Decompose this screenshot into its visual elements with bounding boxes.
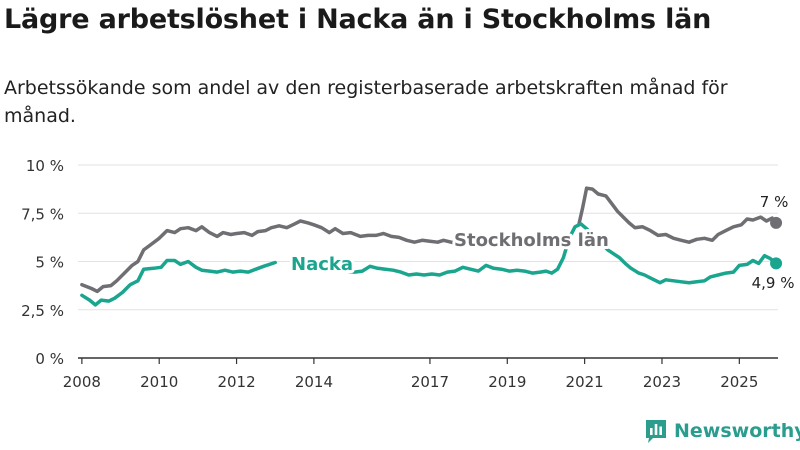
x-tick-label: 2010: [140, 373, 178, 391]
x-tick-label: 2021: [566, 373, 604, 391]
x-tick-label: 2012: [217, 373, 255, 391]
x-tick-label: 2025: [720, 373, 758, 391]
x-tick-label: 2008: [63, 373, 101, 391]
y-tick-label: 5 %: [35, 254, 64, 272]
stockholm-series-line: [577, 186, 778, 244]
x-tick-label: 2023: [643, 373, 681, 391]
nacka-series-label-halo: Nacka: [291, 254, 353, 275]
y-tick-label: 7,5 %: [21, 205, 64, 223]
brand-name: Newsworthy: [674, 420, 800, 442]
nacka-end-point: [770, 257, 783, 270]
newsworthy-logo: Newsworthy: [644, 418, 800, 444]
stockholm-end-label: 7 %: [760, 193, 789, 211]
nacka-series-line: [345, 222, 778, 285]
x-tick-label: 2019: [488, 373, 526, 391]
x-tick-label: 2017: [411, 373, 449, 391]
chart-title: Lägre arbetslöshet i Nacka än i Stockhol…: [4, 4, 712, 35]
newsworthy-chart-icon: [646, 420, 666, 443]
y-tick-label: 0 %: [35, 350, 64, 368]
stockholm-series-line: [80, 219, 457, 294]
x-tick-label: 2014: [295, 373, 333, 391]
stockholm-series-label-halo: Stockholms län: [454, 230, 609, 251]
nacka-series-label: Nacka: [291, 254, 353, 275]
chart-subtitle: Arbetssökande som andel av den registerb…: [4, 77, 728, 127]
nacka-series-line: [80, 258, 277, 307]
y-tick-label: 10 %: [26, 157, 64, 175]
nacka-end-label: 4,9 %: [752, 274, 795, 292]
stockholm-series-label: Stockholms län: [454, 230, 609, 251]
y-tick-label: 2,5 %: [21, 302, 64, 320]
stockholm-end-point: [770, 216, 783, 229]
